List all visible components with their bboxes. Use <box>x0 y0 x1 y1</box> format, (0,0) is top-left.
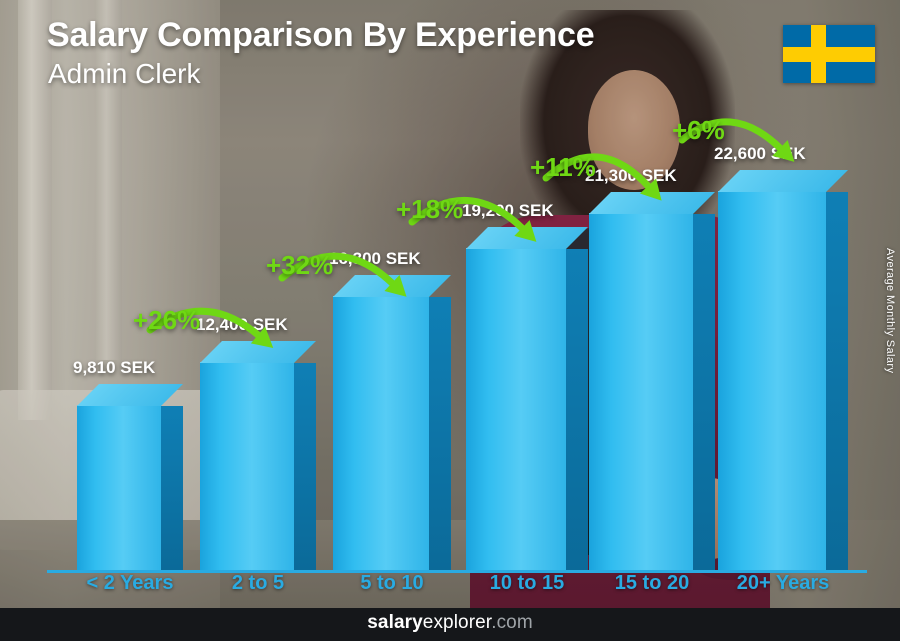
bar-side-1 <box>161 406 183 570</box>
bar-side-5 <box>693 214 715 570</box>
bar-top-1 <box>77 384 183 406</box>
bar-value-label-3: 16,300 SEK <box>329 249 421 268</box>
growth-percent-label-4: +11% <box>530 152 596 182</box>
bar-value-label-4: 19,200 SEK <box>462 201 554 220</box>
bar-group <box>333 275 451 570</box>
bar-1[interactable] <box>77 405 161 570</box>
bar-group <box>77 384 183 570</box>
category-label-2: 2 to 5 <box>231 572 285 594</box>
category-label-5: 15 to 20 <box>614 572 690 594</box>
bar-group <box>466 227 588 570</box>
bar-value-label-5: 21,300 SEK <box>585 166 677 185</box>
bar-value-label-1: 9,810 SEK <box>73 358 156 377</box>
footer-brand-rest: explorer <box>422 612 492 633</box>
growth-percent-label-3: +18% <box>396 194 464 224</box>
bar-top-2 <box>200 341 316 363</box>
bar-side-2 <box>294 363 316 570</box>
bar-group <box>200 341 316 570</box>
bar-side-6 <box>826 192 848 570</box>
sweden-flag-icon <box>783 25 875 83</box>
bar-side-3 <box>429 297 451 570</box>
footer-bar <box>0 608 900 641</box>
bar-top-3 <box>333 275 451 297</box>
growth-percent-label-1: +26% <box>133 305 201 335</box>
bar-value-label-2: 12,400 SEK <box>196 315 288 334</box>
footer-brand-tld: .com <box>491 612 533 633</box>
footer-brand-bold: salary <box>367 612 423 633</box>
bar-group <box>718 170 848 570</box>
bar-5[interactable] <box>589 213 693 570</box>
category-label-4: 10 to 15 <box>489 572 565 594</box>
background-column-left <box>18 0 52 420</box>
page-subtitle: Admin Clerk <box>48 58 201 89</box>
background-column-right <box>96 0 122 360</box>
bar-top-4 <box>466 227 588 249</box>
footer-brand: salaryexplorer.com <box>0 612 900 634</box>
growth-percent-label-5: +6% <box>672 115 725 145</box>
bar-top-6 <box>718 170 848 192</box>
bar-value-label-6: 22,600 SEK <box>714 144 806 163</box>
growth-percent-label-2: +32% <box>266 250 334 280</box>
bar-2[interactable] <box>200 362 294 570</box>
category-label-3: 5 to 10 <box>360 572 424 594</box>
bar-top-5 <box>589 192 715 214</box>
y-axis-label: Average Monthly Salary <box>884 248 896 374</box>
bar-6[interactable] <box>718 191 826 570</box>
bar-3[interactable] <box>333 296 429 570</box>
category-label-1: < 2 Years <box>86 572 174 594</box>
page-title: Salary Comparison By Experience <box>47 16 595 54</box>
bar-group <box>589 192 715 570</box>
x-axis <box>47 570 867 573</box>
bar-4[interactable] <box>466 248 566 570</box>
bar-side-4 <box>566 249 588 570</box>
category-label-6: 20+ Years <box>736 572 830 594</box>
